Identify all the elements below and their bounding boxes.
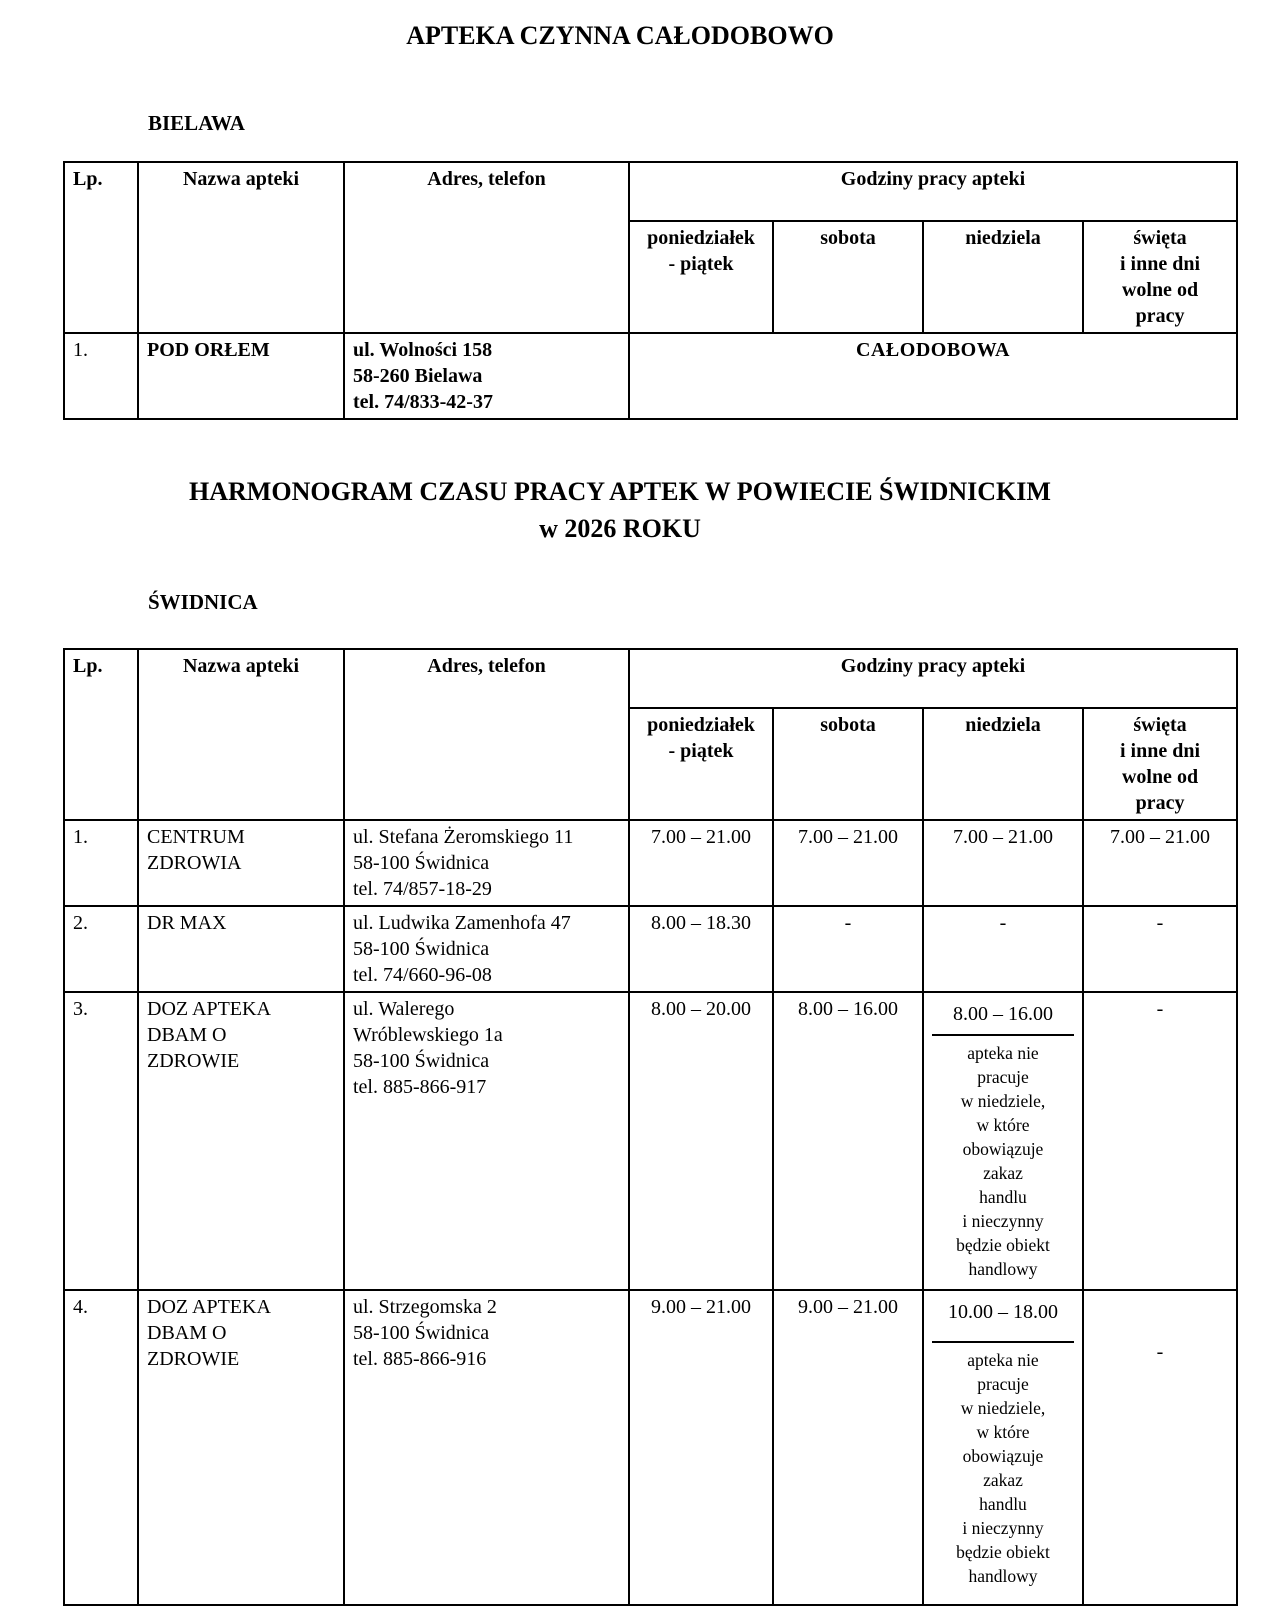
hours-saturday: - xyxy=(772,905,924,993)
hours-holidays: 7.00 – 21.00 xyxy=(1081,819,1239,907)
bielawa-pharmacy-table: Lp. Nazwa apteki Adres, telefon Godziny … xyxy=(63,161,1239,420)
table-subheader-row: poniedziałek - piątek sobota niedziela ś… xyxy=(64,707,1239,821)
document-header: APTEKA CZYNNA CAŁODOBOWO BIELAWA xyxy=(63,0,1177,137)
page-title: APTEKA CZYNNA CAŁODOBOWO xyxy=(406,21,834,50)
col-header-address: Adres, telefon xyxy=(343,161,630,334)
hours-saturday: 7.00 – 21.00 xyxy=(772,819,924,907)
sunday-note: apteka nie pracuje w niedziele, w które … xyxy=(932,1341,1074,1593)
hours-monfri: 8.00 – 18.30 xyxy=(628,905,774,993)
sunday-hours-value: 8.00 – 16.00 xyxy=(953,1003,1053,1025)
col-header-sunday: niedziela xyxy=(922,707,1084,821)
col-header-lp: Lp. xyxy=(63,161,139,334)
pharmacy-name: CENTRUM ZDROWIA xyxy=(137,819,345,907)
hours-holidays: - xyxy=(1081,1289,1239,1606)
schedule-header: HARMONOGRAM CZASU PRACY APTEK W POWIECIE… xyxy=(63,473,1177,616)
pharmacy-address: ul. Walerego Wróblewskiego 1a 58-100 Świ… xyxy=(343,991,630,1291)
row-number: 3. xyxy=(63,991,139,1291)
col-header-holidays: święta i inne dni wolne od pracy xyxy=(1081,707,1239,821)
col-header-name: Nazwa apteki xyxy=(137,161,345,334)
pharmacy-name: DOZ APTEKA DBAM O ZDROWIE xyxy=(137,1289,345,1606)
schedule-title-line1: HARMONOGRAM CZASU PRACY APTEK W POWIECIE… xyxy=(189,477,1051,506)
table-subheader-row: poniedziałek - piątek sobota niedziela ś… xyxy=(64,220,1239,334)
pharmacy-name: POD ORŁEM xyxy=(137,332,345,420)
table-header-row: Lp. Nazwa apteki Adres, telefon Godziny … xyxy=(63,161,1239,334)
hours-monfri: 7.00 – 21.00 xyxy=(628,819,774,907)
table-row: 4. DOZ APTEKA DBAM O ZDROWIE ul. Strzego… xyxy=(63,1289,1239,1606)
section-heading-bielawa: BIELAWA xyxy=(148,111,245,135)
schedule-title: HARMONOGRAM CZASU PRACY APTEK W POWIECIE… xyxy=(63,473,1177,547)
col-header-monfri: poniedziałek - piątek xyxy=(628,220,774,334)
row-number: 4. xyxy=(63,1289,139,1606)
sunday-hours-value: 10.00 – 18.00 xyxy=(948,1301,1058,1323)
hours-monfri: 8.00 – 20.00 xyxy=(628,991,774,1291)
table-row: 1. POD ORŁEM ul. Wolności 158 58-260 Bie… xyxy=(63,332,1239,420)
pharmacy-address: ul. Wolności 158 58-260 Bielawa tel. 74/… xyxy=(343,332,630,420)
pharmacy-name: DR MAX xyxy=(137,905,345,993)
hours-sunday: 7.00 – 21.00 xyxy=(922,819,1084,907)
hours-saturday: 9.00 – 21.00 xyxy=(772,1289,924,1606)
sunday-note: apteka nie pracuje w niedziele, w które … xyxy=(932,1034,1074,1286)
col-header-name: Nazwa apteki xyxy=(137,648,345,821)
col-header-address: Adres, telefon xyxy=(343,648,630,821)
table-row: 2. DR MAX ul. Ludwika Zamenhofa 47 58-10… xyxy=(63,905,1239,993)
section-heading-swidnica: ŚWIDNICA xyxy=(148,590,258,614)
col-header-saturday: sobota xyxy=(772,707,924,821)
col-header-saturday: sobota xyxy=(772,220,924,334)
table-row: 3. DOZ APTEKA DBAM O ZDROWIE ul. Walereg… xyxy=(63,991,1239,1291)
pharmacy-name: DOZ APTEKA DBAM O ZDROWIE xyxy=(137,991,345,1291)
pharmacy-address: ul. Ludwika Zamenhofa 47 58-100 Świdnica… xyxy=(343,905,630,993)
col-header-hours: Godziny pracy apteki xyxy=(627,161,1239,222)
table-header-row: Lp. Nazwa apteki Adres, telefon Godziny … xyxy=(63,648,1239,821)
col-header-monfri: poniedziałek - piątek xyxy=(628,707,774,821)
swidnica-pharmacy-table: Lp. Nazwa apteki Adres, telefon Godziny … xyxy=(63,648,1239,1606)
row-number: 1. xyxy=(63,819,139,907)
row-number: 1. xyxy=(63,332,139,420)
hours-holidays: - xyxy=(1081,991,1239,1291)
col-header-hours: Godziny pracy apteki xyxy=(627,648,1239,709)
pharmacy-address: ul. Stefana Żeromskiego 11 58-100 Świdni… xyxy=(343,819,630,907)
hours-saturday: 8.00 – 16.00 xyxy=(772,991,924,1291)
row-number: 2. xyxy=(63,905,139,993)
hours-sunday: 10.00 – 18.00 apteka nie pracuje w niedz… xyxy=(922,1289,1084,1606)
col-header-sunday: niedziela xyxy=(922,220,1084,334)
col-header-lp: Lp. xyxy=(63,648,139,821)
schedule-title-line2: w 2026 ROKU xyxy=(539,514,701,543)
table-row: 1. CENTRUM ZDROWIA ul. Stefana Żeromskie… xyxy=(63,819,1239,907)
hours-monfri: 9.00 – 21.00 xyxy=(628,1289,774,1606)
pharmacy-hours-all: CAŁODOBOWA xyxy=(627,332,1239,420)
col-header-holidays: święta i inne dni wolne od pracy xyxy=(1081,220,1239,334)
pharmacy-address: ul. Strzegomska 2 58-100 Świdnica tel. 8… xyxy=(343,1289,630,1606)
hours-sunday: - xyxy=(922,905,1084,993)
hours-sunday: 8.00 – 16.00 apteka nie pracuje w niedzi… xyxy=(922,991,1084,1291)
hours-holidays: - xyxy=(1081,905,1239,993)
